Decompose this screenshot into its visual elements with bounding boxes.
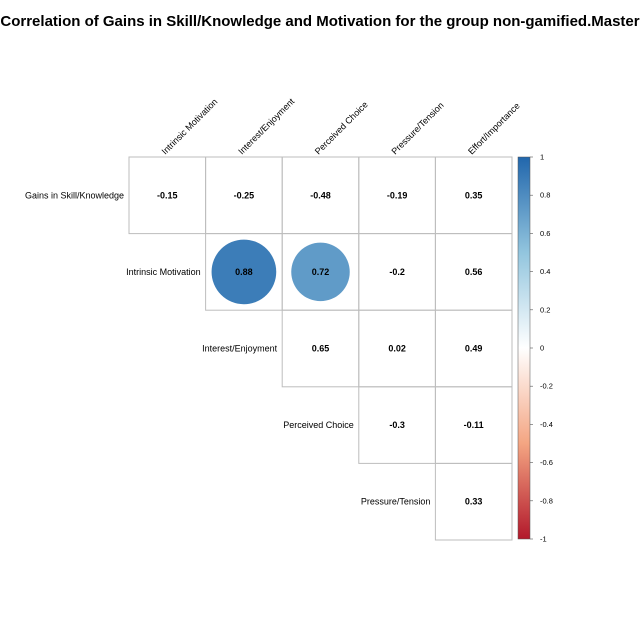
corr-value-0-4: 0.35: [465, 190, 483, 200]
corr-value-0-3: -0.19: [387, 190, 408, 200]
corr-value-1-1: 0.88: [235, 267, 253, 277]
col-label-3: Pressure/Tension: [389, 100, 445, 156]
value-layer: -0.15 -0.25 -0.48 -0.19 0.35 0.88 0.72 -0.2 0.56…: [157, 190, 484, 506]
colorbar-tick-label-6: -0.2: [540, 382, 553, 391]
row-label-1: Intrinsic Motivation: [126, 267, 201, 277]
colorbar-tick-label-0: 1: [540, 153, 544, 162]
corr-value-0-0: -0.15: [157, 190, 178, 200]
row-label-3: Perceived Choice: [283, 420, 354, 430]
colorbar: 1 0.8 0.6 0.4 0.2 0 -0.2 -0.4 -0.6 -0.8 -1: [517, 153, 553, 544]
cell-4-4: [434, 462, 513, 541]
col-label-2: Perceived Choice: [313, 99, 370, 156]
colorbar-tick-label-3: 0.4: [540, 267, 550, 276]
corr-value-0-1: -0.25: [234, 190, 255, 200]
corr-value-2-2: 0.65: [312, 344, 330, 354]
corr-value-1-4: 0.56: [465, 267, 483, 277]
colorbar-tick-label-4: 0.2: [540, 305, 550, 314]
colorbar-ticks: 1 0.8 0.6 0.4 0.2 0 -0.2 -0.4 -0.6 -0.8 -1: [530, 153, 553, 544]
row-label-0: Gains in Skill/Knowledge: [25, 190, 124, 200]
colorbar-tick-label-9: -0.8: [540, 496, 553, 505]
colorbar-tick-label-5: 0: [540, 344, 544, 353]
colorbar-tick-label-1: 0.8: [540, 191, 550, 200]
col-label-4: Effort/Importance: [466, 101, 522, 157]
row-label-4: Pressure/Tension: [361, 497, 431, 507]
chart-title: Correlation of Gains in Skill/Knowledge …: [0, 13, 639, 30]
corr-value-3-4: -0.11: [464, 420, 484, 430]
grid-layer: [128, 156, 513, 541]
corr-value-3-3: -0.3: [389, 420, 405, 430]
corr-value-2-3: 0.02: [388, 344, 406, 354]
col-label-0: Intrinsic Motivation: [160, 97, 220, 157]
colorbar-tick-label-7: -0.4: [540, 420, 553, 429]
colorbar-gradient: [517, 156, 531, 540]
corr-circle-1-1: [211, 239, 277, 305]
corr-value-4-4: 0.33: [465, 497, 483, 507]
colorbar-tick-label-8: -0.6: [540, 458, 553, 467]
colorbar-tick-label-2: 0.6: [540, 229, 550, 238]
row-label-2: Interest/Enjoyment: [202, 344, 278, 354]
col-label-layer: Intrinsic Motivation Interest/Enjoyment Pe…: [160, 96, 522, 156]
corr-value-1-2: 0.72: [312, 267, 330, 277]
colorbar-tick-label-10: -1: [540, 535, 547, 544]
corr-value-1-3: -0.2: [389, 267, 405, 277]
row-label-layer: Gains in Skill/Knowledge Intrinsic Motiva…: [25, 190, 430, 506]
col-label-1: Interest/Enjoyment: [236, 96, 296, 156]
corr-circle-1-2: [291, 242, 350, 302]
corr-value-2-4: 0.49: [465, 344, 483, 354]
circle-layer: [211, 239, 350, 305]
corr-value-0-2: -0.48: [310, 190, 331, 200]
